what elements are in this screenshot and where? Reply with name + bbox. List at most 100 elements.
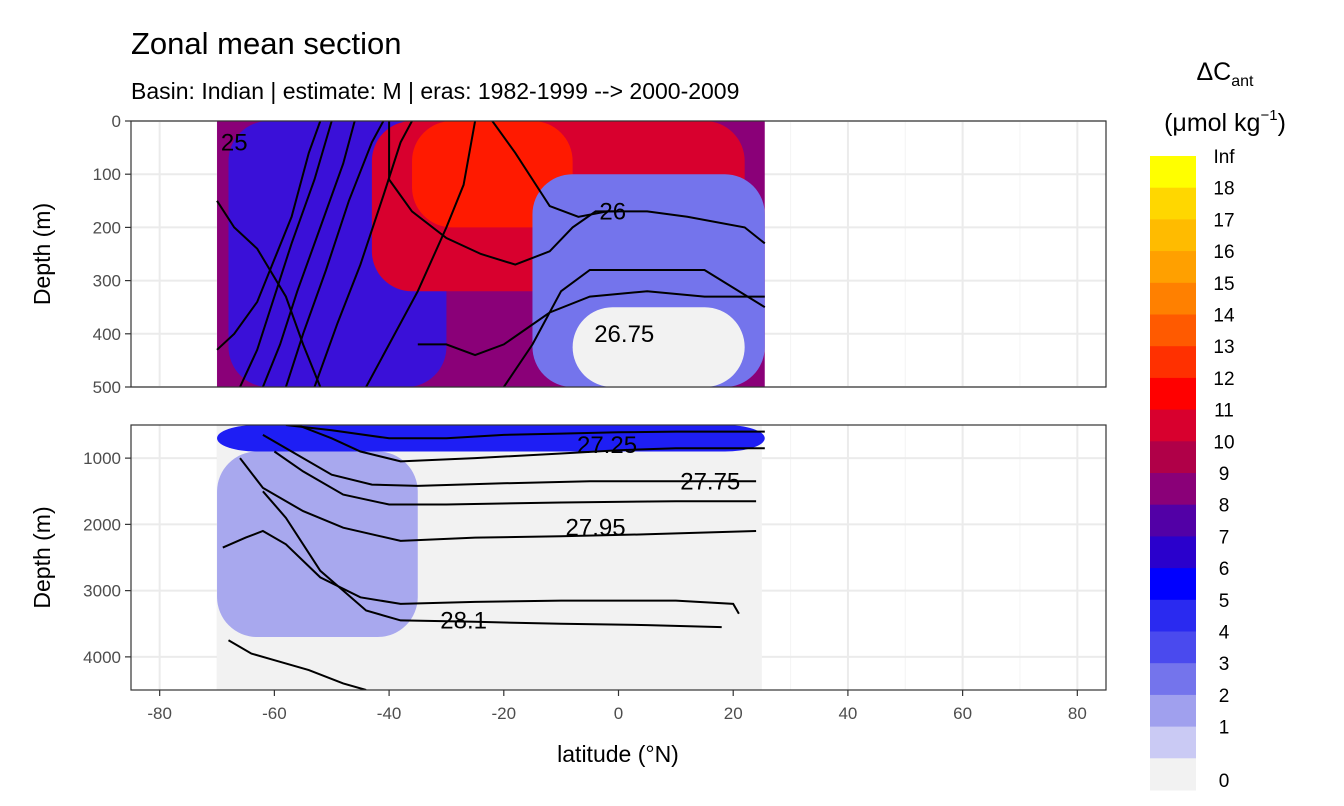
legend-label: 5	[1219, 591, 1230, 612]
field-region	[412, 121, 573, 228]
x-axis-label: latitude (°N)	[557, 741, 679, 767]
isopycnal-line	[261, 121, 356, 387]
y-tick-label: 1000	[83, 449, 121, 468]
contours: 27.25 27.75 27.95 28.1	[222, 425, 765, 690]
legend-key	[1150, 536, 1196, 569]
y-tick-label: 400	[93, 325, 121, 344]
legend-label: 15	[1213, 274, 1234, 295]
contours: 26 26.75 25	[216, 121, 766, 387]
contour-label: 26	[599, 198, 626, 225]
legend-label: 13	[1213, 337, 1234, 358]
legend-key	[1150, 441, 1196, 474]
legend-key	[1150, 251, 1196, 284]
legend-unit: (μmol kg−1)	[1164, 107, 1286, 137]
isopycnal-line	[216, 121, 322, 351]
panel-border	[130, 120, 1107, 388]
legend-label: 10	[1213, 432, 1234, 453]
field	[217, 425, 765, 690]
legend-label: 7	[1219, 527, 1230, 548]
x-tick-label: -80	[147, 704, 172, 723]
y-tick-label: 3000	[83, 582, 121, 601]
legend-key	[1150, 346, 1196, 379]
legend-key	[1150, 504, 1196, 537]
isopycnal-line	[273, 450, 757, 506]
y-tick-label: 200	[93, 218, 121, 237]
legend-key	[1150, 631, 1196, 664]
panel-2: 27.25 27.75 27.95 28.1	[130, 424, 1107, 691]
legend-label: 2	[1219, 686, 1230, 707]
x-tick-label: 80	[1068, 704, 1087, 723]
y-axis-label: Depth (m)	[29, 506, 55, 608]
isopycnal-line	[296, 425, 765, 463]
isopycnal-line	[227, 639, 367, 690]
legend-key	[1150, 314, 1196, 347]
isopycnal-line	[239, 121, 333, 387]
contour-label: 26.75	[594, 321, 654, 348]
isopycnal-line	[502, 269, 766, 387]
legend-label: 8	[1219, 496, 1230, 517]
legend-label: 17	[1213, 210, 1234, 231]
color-legend: ΔCant (μmol kg−1) Inf1817161514131211109…	[1150, 58, 1286, 792]
isopycnal-line	[313, 121, 413, 387]
y-tick-label: 4000	[83, 648, 121, 667]
y-tick-label: 100	[93, 165, 121, 184]
legend-key	[1150, 156, 1196, 189]
field-region	[572, 307, 745, 387]
legend-label: 14	[1213, 306, 1235, 327]
x-tick-label: 0	[614, 704, 623, 723]
legend-key	[1150, 694, 1196, 728]
isopycnal-line	[285, 425, 765, 440]
panel-1: 26 26.75 25	[130, 120, 1107, 388]
isopycnal-line	[262, 490, 722, 629]
isopycnal-line	[239, 457, 757, 542]
legend-label: 9	[1219, 464, 1230, 485]
plot-panels: 26 26.75 25 27.25 27.75 27.95 28.1	[130, 120, 1107, 691]
legend-key	[1150, 377, 1196, 411]
chart-title: Zonal mean section	[131, 26, 402, 61]
legend-label: 12	[1213, 369, 1234, 390]
x-tick-label: -40	[377, 704, 402, 723]
x-tick-label: -60	[262, 704, 287, 723]
legend-key	[1150, 409, 1196, 442]
legend-label: 4	[1219, 623, 1230, 644]
contour-label: 28.1	[440, 607, 487, 634]
isopycnal-line	[262, 434, 757, 487]
legend-key	[1150, 599, 1196, 632]
legend-key	[1150, 473, 1196, 506]
legend-label: 18	[1213, 179, 1234, 200]
legend-label: 3	[1219, 654, 1230, 675]
legend-key	[1150, 758, 1196, 791]
isopycnal-line	[365, 121, 477, 387]
x-tick-label: 20	[724, 704, 743, 723]
y-tick-label: 0	[112, 112, 121, 131]
contour-label: 27.75	[680, 468, 740, 495]
legend-key	[1150, 568, 1196, 601]
legend-label: 11	[1214, 401, 1234, 422]
legend-key	[1150, 282, 1196, 315]
isopycnal-line	[388, 121, 619, 266]
isopycnal-line	[216, 200, 322, 387]
y-axis-label: Depth (m)	[29, 203, 55, 305]
legend-label: 0	[1219, 771, 1230, 792]
contour-label: 27.25	[577, 432, 637, 459]
y-tick-label: 500	[93, 378, 121, 397]
isopycnal-line	[222, 529, 740, 615]
field	[217, 121, 765, 387]
contour-label: 27.95	[566, 515, 626, 542]
legend-label: 6	[1219, 559, 1230, 580]
chart-subtitle: Basin: Indian | estimate: M | eras: 1982…	[131, 78, 739, 104]
legend-key	[1150, 187, 1196, 220]
y-tick-label: 300	[93, 272, 121, 291]
x-tick-label: -20	[492, 704, 517, 723]
isopycnal-line	[284, 121, 385, 387]
legend-label: 1	[1219, 718, 1230, 739]
x-tick-label: 40	[838, 704, 857, 723]
legend-key	[1150, 663, 1196, 696]
legend-key	[1150, 726, 1196, 759]
y-tick-label: 2000	[83, 515, 121, 534]
field-region	[217, 451, 418, 637]
legend-key	[1150, 219, 1196, 252]
legend-title: ΔCant	[1196, 58, 1254, 90]
